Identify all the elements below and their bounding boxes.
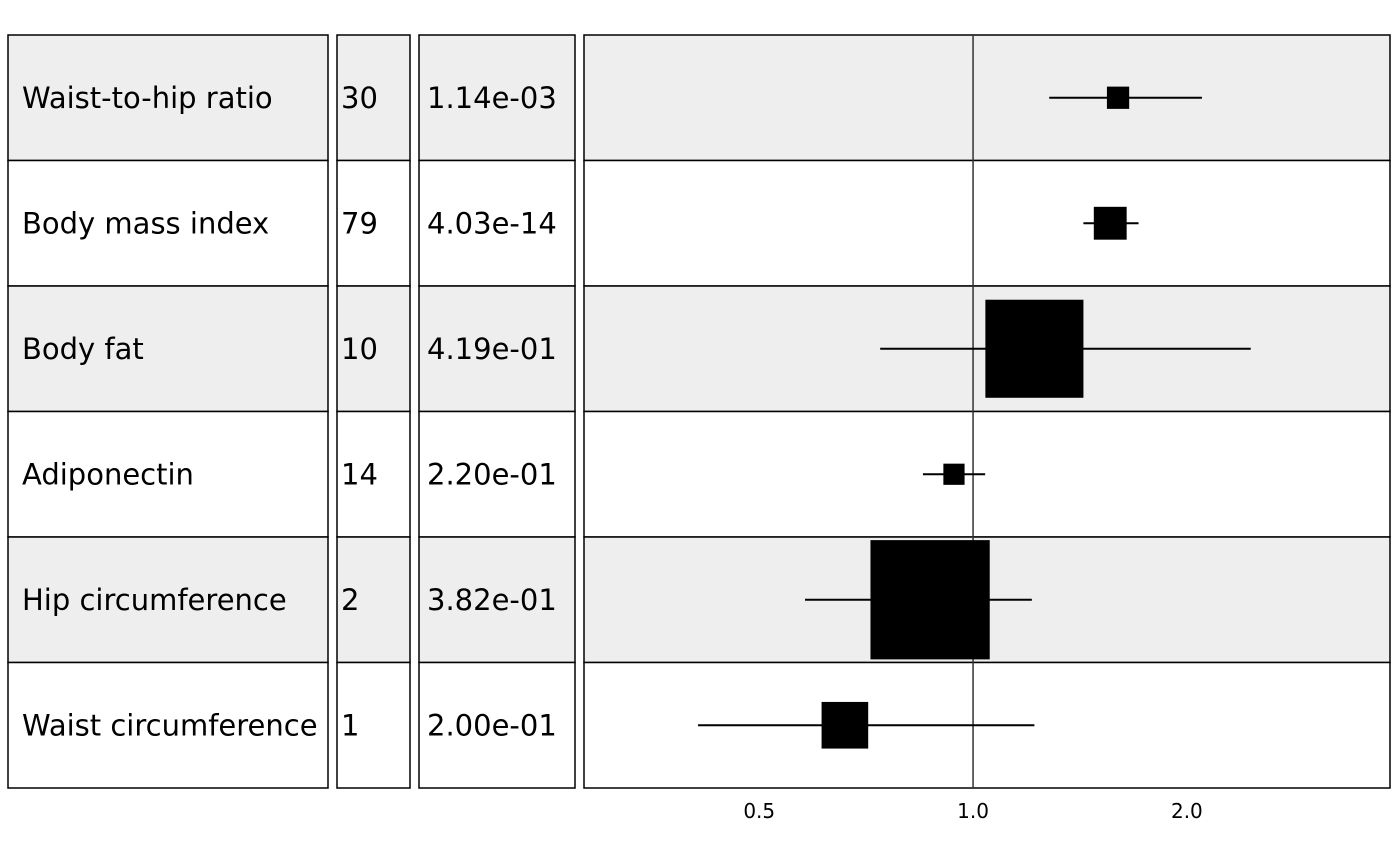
point-estimate-square bbox=[1106, 86, 1130, 109]
n-value-label: 10 bbox=[341, 332, 378, 366]
n-cell bbox=[336, 34, 411, 162]
p-value-label: 4.03e-14 bbox=[427, 206, 557, 240]
table-row: Body mass index 79 4.03e-14 bbox=[7, 159, 1391, 287]
table-row: Hip circumference 2 3.82e-01 bbox=[7, 536, 1391, 664]
variable-name-label: Waist-to-hip ratio bbox=[22, 81, 273, 115]
name-cell bbox=[7, 285, 329, 413]
name-cell bbox=[7, 536, 329, 664]
variable-name-label: Waist circumference bbox=[22, 708, 318, 742]
p-cell bbox=[418, 34, 576, 162]
x-tick-label: 2.0 bbox=[1171, 799, 1203, 823]
n-cell bbox=[336, 661, 411, 789]
point-estimate-square bbox=[870, 540, 990, 660]
p-cell bbox=[418, 536, 576, 664]
n-cell bbox=[336, 410, 411, 538]
n-cell bbox=[336, 285, 411, 413]
variable-name-label: Adiponectin bbox=[22, 457, 194, 491]
p-cell bbox=[418, 159, 576, 287]
p-cell bbox=[418, 285, 576, 413]
name-cell bbox=[7, 410, 329, 538]
table-row: Waist-to-hip ratio 30 1.14e-03 bbox=[7, 34, 1391, 162]
x-axis: 0.5 1.0 2.0 bbox=[743, 799, 1202, 823]
x-tick-label: 1.0 bbox=[957, 799, 989, 823]
x-tick-label: 0.5 bbox=[743, 799, 775, 823]
plot-cell bbox=[583, 159, 1391, 287]
p-value-label: 1.14e-03 bbox=[427, 81, 557, 115]
point-estimate-square bbox=[821, 701, 869, 749]
variable-name-label: Body fat bbox=[22, 332, 144, 366]
variable-name-label: Body mass index bbox=[22, 206, 269, 240]
p-value-label: 4.19e-01 bbox=[427, 332, 557, 366]
n-value-label: 79 bbox=[341, 206, 378, 240]
n-value-label: 30 bbox=[341, 81, 378, 115]
name-cell bbox=[7, 34, 329, 162]
n-value-label: 14 bbox=[341, 457, 378, 491]
n-cell bbox=[336, 159, 411, 287]
plot-cell bbox=[583, 34, 1391, 162]
p-value-label: 2.00e-01 bbox=[427, 708, 557, 742]
table-rows: Waist-to-hip ratio 30 1.14e-03 Body mass in… bbox=[7, 34, 1391, 789]
n-value-label: 1 bbox=[341, 708, 359, 742]
point-estimate-square bbox=[985, 299, 1084, 398]
point-estimate-square bbox=[943, 463, 965, 485]
p-cell bbox=[418, 661, 576, 789]
table-row: Adiponectin 14 2.20e-01 bbox=[7, 410, 1391, 538]
variable-name-label: Hip circumference bbox=[22, 583, 287, 617]
p-value-label: 2.20e-01 bbox=[427, 457, 557, 491]
name-cell bbox=[7, 661, 329, 789]
p-value-label: 3.82e-01 bbox=[427, 583, 557, 617]
point-estimate-square bbox=[1093, 206, 1127, 240]
estimate-marks bbox=[698, 86, 1251, 749]
n-cell bbox=[336, 536, 411, 664]
plot-cell bbox=[583, 410, 1391, 538]
n-value-label: 2 bbox=[341, 583, 359, 617]
p-cell bbox=[418, 410, 576, 538]
